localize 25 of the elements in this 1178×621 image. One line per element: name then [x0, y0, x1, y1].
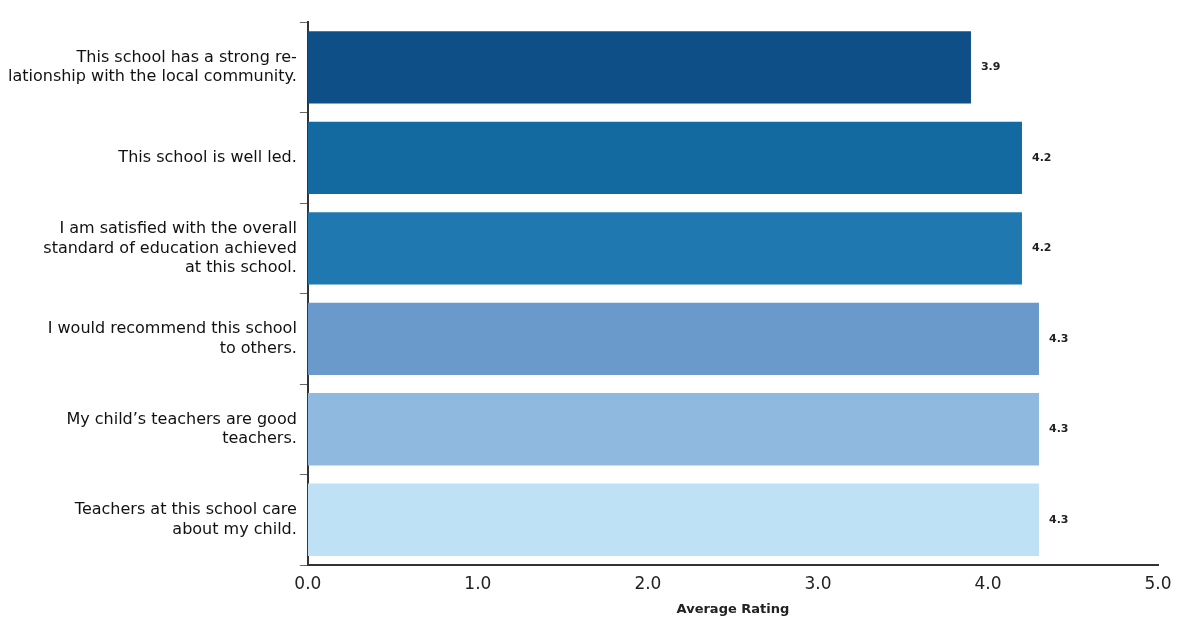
y-tick-label: This school is well led. [117, 147, 297, 167]
x-axis-title: Average Rating [676, 600, 790, 616]
data-label: 3.9 [980, 60, 1001, 74]
data-label: 4.2 [1031, 241, 1052, 255]
bar [307, 212, 1022, 285]
x-tick-label: 1.0 [464, 572, 492, 593]
data-label: 4.2 [1031, 150, 1052, 164]
data-label: 4.3 [1048, 422, 1069, 436]
x-tick-label: 5.0 [1144, 572, 1172, 593]
bar [307, 31, 971, 104]
bar [307, 121, 1022, 195]
y-tick-label: I am satisfied with the overall standard of education achieved at this school. [43, 218, 297, 276]
y-tick-label: I would recommend this school to others. [47, 318, 297, 357]
y-tick-label: Teachers at this school care about my child. [73, 499, 297, 538]
x-tick-label: 4.0 [974, 572, 1002, 593]
y-tick-label: This school has a strong re- lationship with the local community. [7, 46, 297, 86]
y-tick-label: My child’s teachers are good teachers. [66, 408, 297, 448]
data-label: 4.3 [1048, 512, 1069, 526]
x-tick-label: 2.0 [634, 572, 662, 593]
bar [307, 483, 1039, 556]
x-tick-label: 0.0 [294, 572, 322, 593]
data-label: 4.3 [1048, 331, 1069, 345]
x-tick-label: 3.0 [804, 572, 832, 593]
bar [307, 302, 1039, 376]
bar [307, 393, 1039, 466]
